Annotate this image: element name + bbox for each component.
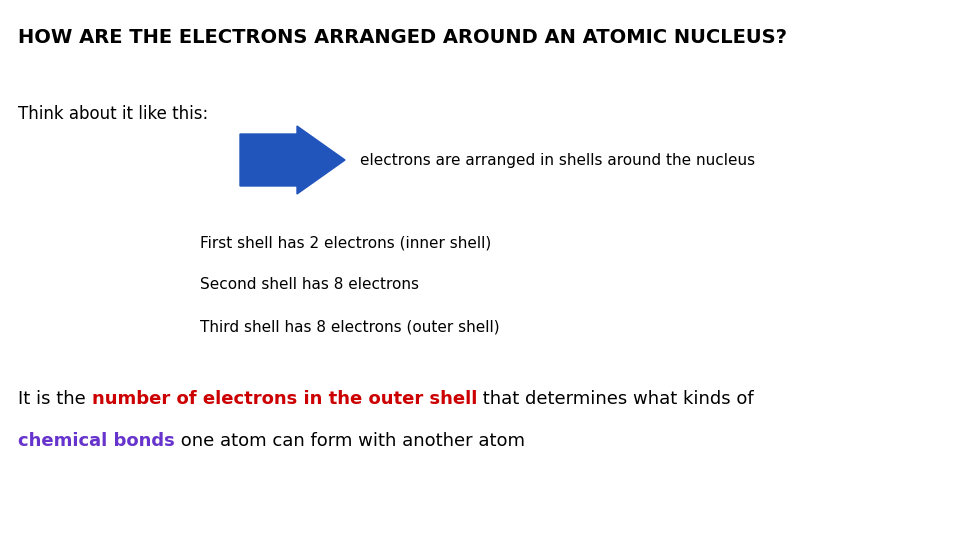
Text: HOW ARE THE ELECTRONS ARRANGED AROUND AN ATOMIC NUCLEUS?: HOW ARE THE ELECTRONS ARRANGED AROUND AN… <box>18 28 787 47</box>
Text: electrons are arranged in shells around the nucleus: electrons are arranged in shells around … <box>360 152 756 167</box>
Text: It is the: It is the <box>18 390 91 408</box>
Text: Second shell has 8 electrons: Second shell has 8 electrons <box>200 277 419 292</box>
Text: number of electrons in the outer shell: number of electrons in the outer shell <box>91 390 477 408</box>
Text: one atom can form with another atom: one atom can form with another atom <box>175 432 525 450</box>
Text: Third shell has 8 electrons (outer shell): Third shell has 8 electrons (outer shell… <box>200 319 499 334</box>
Text: Think about it like this:: Think about it like this: <box>18 105 208 123</box>
FancyArrow shape <box>240 126 345 194</box>
Text: chemical bonds: chemical bonds <box>18 432 175 450</box>
Text: that determines what kinds of: that determines what kinds of <box>477 390 754 408</box>
Text: First shell has 2 electrons (inner shell): First shell has 2 electrons (inner shell… <box>200 235 492 250</box>
